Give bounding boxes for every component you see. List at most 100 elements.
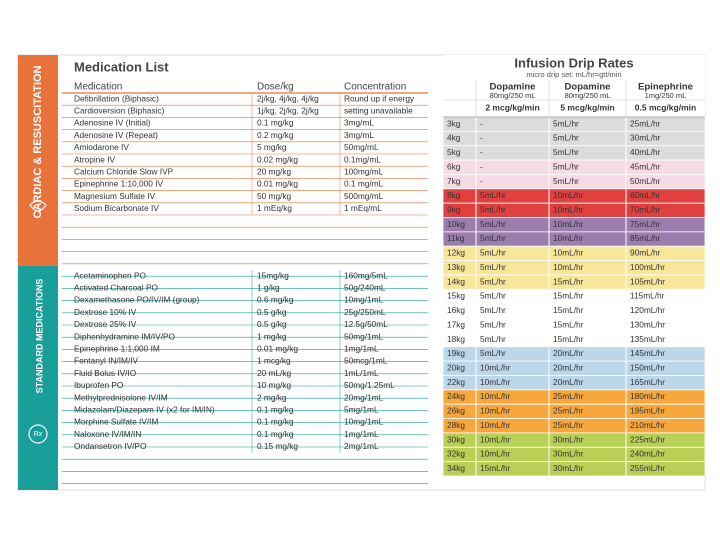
cell: 10mL/hr: [480, 420, 511, 430]
cell: 5mL/hr: [480, 205, 506, 215]
cell: 25mL/hr: [630, 118, 661, 128]
cell: 10 mg/kg: [257, 380, 292, 390]
cell: Amiodarone IV: [74, 142, 129, 152]
cell: 17kg: [447, 319, 465, 329]
cell: 90mL/hr: [630, 248, 661, 258]
cell: 3mg/mL: [344, 118, 374, 128]
cell: 75mL/hr: [630, 219, 661, 229]
cell: 24kg: [447, 391, 465, 401]
cell: 0.1 mg/mL: [344, 179, 384, 189]
cell: 500mg/mL: [344, 191, 384, 201]
cell: 10mL/hr: [553, 190, 584, 200]
cell: 5mL/hr: [553, 147, 579, 157]
cell: 25mL/hr: [553, 406, 584, 416]
cell: 5mL/hr: [480, 291, 506, 301]
drug-dose: 2 mcg/kg/min: [485, 102, 539, 112]
cell: 10mL/hr: [553, 262, 584, 272]
cell: 150mL/hr: [630, 362, 665, 372]
cell: Atropine IV: [74, 154, 116, 164]
cell: 2j/kg, 4j/kg, 4j/kg: [257, 93, 319, 103]
cell: 9kg: [447, 205, 461, 215]
cell: 0.1 mg/kg: [257, 404, 294, 414]
cell: 50g/240mL: [344, 282, 386, 292]
cell: Methylprednisolone IV/IM: [74, 392, 168, 402]
cell: Adenosine IV (Repeat): [74, 130, 158, 140]
cell: Calcium Chloride Slow IVP: [74, 166, 174, 176]
cell: 26kg: [447, 406, 465, 416]
drug-dose: 0.5 mcg/kg/min: [635, 102, 696, 112]
drug-concentration: 1mg/250 mL: [645, 91, 687, 100]
cell: 19kg: [447, 348, 465, 358]
cell: 50mg/1mL: [344, 331, 384, 341]
cell: Adenosine IV (Initial): [74, 118, 151, 128]
infusion-header: [443, 55, 705, 117]
cell: 20 mL/kg: [257, 368, 292, 378]
cell: 15kg: [447, 291, 465, 301]
cell: 25g/250mL: [344, 307, 386, 317]
cell: 15mg/kg: [257, 270, 289, 280]
cell: 0.1 mg/kg: [257, 118, 294, 128]
cardiac-label: CARDIAC & RESUSCITATION: [32, 65, 44, 218]
cell: 1mL/1mL: [344, 368, 379, 378]
cell: 1 mg/kg: [257, 331, 287, 341]
cell: Round up if energy: [344, 93, 415, 103]
cell: 22kg: [447, 377, 465, 387]
cell: 10mL/hr: [553, 219, 584, 229]
cell: Midazolam/Diazepam IV (x2 for IM/IN): [74, 404, 215, 414]
cell: 16kg: [447, 305, 465, 315]
cell: 100mL/hr: [630, 262, 665, 272]
cell: 14kg: [447, 276, 465, 286]
cell: 30kg: [447, 434, 465, 444]
cell: 5mL/hr: [553, 161, 579, 171]
cell: 10mL/hr: [480, 377, 511, 387]
cell: 50mcg/1mL: [344, 356, 388, 366]
column-header: Dose/kg: [257, 82, 294, 93]
cell: 3mg/mL: [344, 130, 374, 140]
cell: 1mg/1mL: [344, 343, 379, 353]
cell: 5mg/1mL: [344, 404, 379, 414]
cell: 0.6 mg/kg: [257, 295, 294, 305]
cell: 45mL/hr: [630, 161, 661, 171]
column-header: Concentration: [344, 82, 406, 93]
cell: 85mL/hr: [630, 233, 661, 243]
cell: Fluid Bolus IV/IO: [74, 368, 137, 378]
cell: 10mL/hr: [480, 391, 511, 401]
cell: 5mL/hr: [553, 133, 579, 143]
cell: 0.01 mg/kg: [257, 343, 298, 353]
cell: -: [480, 161, 483, 171]
drug-dose: 5 mcg/kg/min: [560, 102, 614, 112]
cell: 30mL/hr: [553, 463, 584, 473]
cell: 15mL/hr: [480, 463, 511, 473]
cell: 1 mcg/kg: [257, 356, 291, 366]
cell: 30mL/hr: [553, 449, 584, 459]
cell: Defibrillation (Biphasic): [74, 93, 159, 103]
cell: 100mg/mL: [344, 166, 384, 176]
cell: 1mg/1mL: [344, 429, 379, 439]
cell: 25mL/hr: [553, 420, 584, 430]
drug-name: Dopamine: [565, 82, 611, 93]
cell: 12kg: [447, 248, 465, 258]
cell: 34kg: [447, 463, 465, 473]
cell: 50mg/mL: [344, 142, 379, 152]
drug-name: Epinephrine: [638, 82, 693, 93]
cell: 145mL/hr: [630, 348, 665, 358]
cell: 160mg/5mL: [344, 270, 388, 280]
cell: Activated Charcoal PO: [74, 282, 158, 292]
cell: Epinephrine 1:1,000 IM: [74, 343, 160, 353]
cell: 10mL/hr: [480, 449, 511, 459]
cell: 5mL/hr: [553, 118, 579, 128]
cell: 0.02 mg/kg: [257, 154, 298, 164]
cell: -: [480, 133, 483, 143]
cell: 20kg: [447, 362, 465, 372]
cell: Epinephrine 1:10,000 IV: [74, 179, 163, 189]
cell: 20mL/hr: [553, 362, 584, 372]
cell: 0.5 g/kg: [257, 307, 287, 317]
cell: 1j/kg, 2j/kg, 2j/kg: [257, 105, 319, 115]
rx-icon-text: Rx: [34, 431, 43, 438]
cell: 5mL/hr: [553, 176, 579, 186]
cell: 10mL/hr: [553, 205, 584, 215]
cell: 20 mg/kg: [257, 166, 292, 176]
cell: 180mL/hr: [630, 391, 665, 401]
cell: 20mg/1mL: [344, 392, 384, 402]
